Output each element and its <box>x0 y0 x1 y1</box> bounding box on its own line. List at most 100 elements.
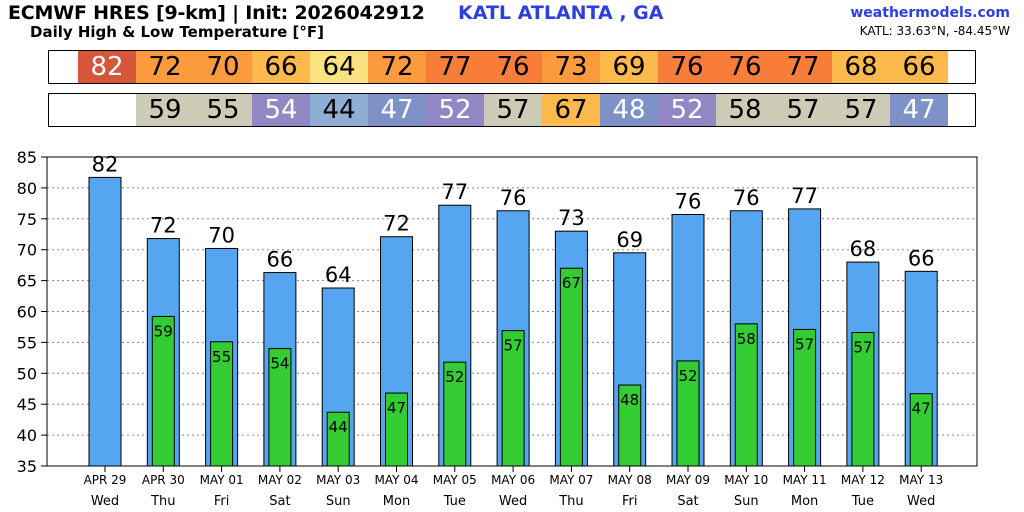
x-tick-label: MAY 07 <box>549 473 593 487</box>
x-tick-label: MAY 08 <box>608 473 652 487</box>
x-tick-label: MAY 05 <box>433 473 477 487</box>
y-tick-label: 45 <box>17 395 37 414</box>
low-cell: 44 <box>310 94 368 126</box>
low-temp-strip: 59 55 54 44 47 52 57 67 48 52 58 57 57 47 <box>48 93 976 127</box>
low-value-label: 44 <box>329 418 348 436</box>
high-cell: 72 <box>136 51 194 83</box>
x-weekday-label: Thu <box>150 494 175 509</box>
high-cell: 72 <box>368 51 426 83</box>
x-tick-label: APR 29 <box>84 473 127 487</box>
high-value-label: 68 <box>850 237 877 261</box>
high-temp-strip: 82 72 70 66 64 72 77 76 73 69 76 76 77 68 66 <box>48 50 976 84</box>
low-value-label: 67 <box>562 274 581 292</box>
low-value-label: 58 <box>737 330 756 348</box>
low-cell: 47 <box>368 94 426 126</box>
x-tick-label: MAY 03 <box>316 473 360 487</box>
low-value-label: 57 <box>795 335 814 353</box>
x-tick-label: MAY 04 <box>374 473 418 487</box>
low-value-label: 57 <box>853 339 872 357</box>
x-tick-label: MAY 10 <box>724 473 768 487</box>
high-value-label: 77 <box>441 180 468 204</box>
chart-title: ECMWF HRES [9-km] | Init: 2026042912 <box>8 2 425 24</box>
y-tick-label: 70 <box>17 241 37 260</box>
low-cell: 57 <box>832 94 890 126</box>
high-value-label: 64 <box>325 263 352 287</box>
high-cell: 69 <box>600 51 658 83</box>
x-weekday-label: Sun <box>734 494 759 509</box>
y-tick-label: 65 <box>17 272 37 291</box>
y-tick-label: 35 <box>17 457 37 476</box>
station-coords: KATL: 33.63°N, -84.45°W <box>859 24 1010 38</box>
high-cell: 66 <box>252 51 310 83</box>
y-tick-label: 75 <box>17 210 37 229</box>
x-tick-label: MAY 12 <box>841 473 885 487</box>
high-bar <box>88 176 122 467</box>
x-weekday-label: Wed <box>91 494 119 509</box>
plot-frame <box>46 156 978 467</box>
low-value-label: 48 <box>620 391 639 409</box>
x-tick-label: MAY 06 <box>491 473 535 487</box>
high-cell: 68 <box>832 51 890 83</box>
low-cell: 52 <box>658 94 716 126</box>
high-cell: 76 <box>484 51 542 83</box>
high-cell: 76 <box>716 51 774 83</box>
high-cell: 77 <box>426 51 484 83</box>
x-tick-label: APR 30 <box>142 473 185 487</box>
y-tick-label: 85 <box>17 148 37 167</box>
low-cell: 59 <box>136 94 194 126</box>
x-weekday-label: Mon <box>791 494 818 509</box>
y-tick-label: 80 <box>17 179 37 198</box>
high-value-label: 77 <box>791 184 818 208</box>
x-weekday-label: Tue <box>851 494 874 509</box>
x-weekday-label: Thu <box>558 494 583 509</box>
y-tick-label: 50 <box>17 364 37 383</box>
high-cell: 66 <box>890 51 948 83</box>
low-bar <box>559 267 583 467</box>
high-value-label: 76 <box>500 186 527 210</box>
low-cell: 57 <box>774 94 832 126</box>
x-weekday-label: Sat <box>269 494 290 509</box>
station-name: KATL ATLANTA , GA <box>458 2 664 24</box>
high-value-label: 69 <box>616 228 643 252</box>
x-weekday-label: Sat <box>677 494 698 509</box>
high-cell: 73 <box>542 51 600 83</box>
x-tick-label: MAY 01 <box>200 473 244 487</box>
low-value-label: 47 <box>912 400 931 418</box>
high-cell: 76 <box>658 51 716 83</box>
x-tick-label: MAY 11 <box>783 473 827 487</box>
site-link[interactable]: weathermodels.com <box>850 5 1010 21</box>
high-value-label: 66 <box>267 248 294 272</box>
x-tick-label: MAY 09 <box>666 473 710 487</box>
x-tick-label: MAY 02 <box>258 473 302 487</box>
high-value-label: 82 <box>92 152 119 176</box>
x-weekday-label: Fri <box>622 494 638 509</box>
high-value-label: 70 <box>208 223 235 247</box>
low-value-label: 59 <box>154 322 173 340</box>
y-tick-label: 60 <box>17 303 37 322</box>
low-value-label: 55 <box>212 348 231 366</box>
high-value-label: 72 <box>383 212 410 236</box>
low-value-label: 57 <box>504 337 523 355</box>
x-weekday-label: Tue <box>443 494 466 509</box>
low-cell: 47 <box>890 94 948 126</box>
high-value-label: 76 <box>675 189 702 213</box>
x-weekday-label: Mon <box>383 494 410 509</box>
x-weekday-label: Fri <box>214 494 230 509</box>
x-tick-label: MAY 13 <box>899 473 943 487</box>
low-cell: 48 <box>600 94 658 126</box>
low-value-label: 47 <box>387 399 406 417</box>
x-weekday-label: Wed <box>499 494 527 509</box>
low-cell: 67 <box>542 94 600 126</box>
low-cell: 55 <box>194 94 252 126</box>
high-value-label: 73 <box>558 206 585 230</box>
high-value-label: 66 <box>908 246 935 270</box>
x-weekday-label: Sun <box>326 494 351 509</box>
low-cell: 52 <box>426 94 484 126</box>
low-cell: 54 <box>252 94 310 126</box>
low-value-label: 52 <box>445 368 464 386</box>
low-value-label: 54 <box>270 355 289 373</box>
low-value-label: 52 <box>678 367 697 385</box>
high-cell: 82 <box>78 51 136 83</box>
high-value-label: 72 <box>150 214 177 238</box>
